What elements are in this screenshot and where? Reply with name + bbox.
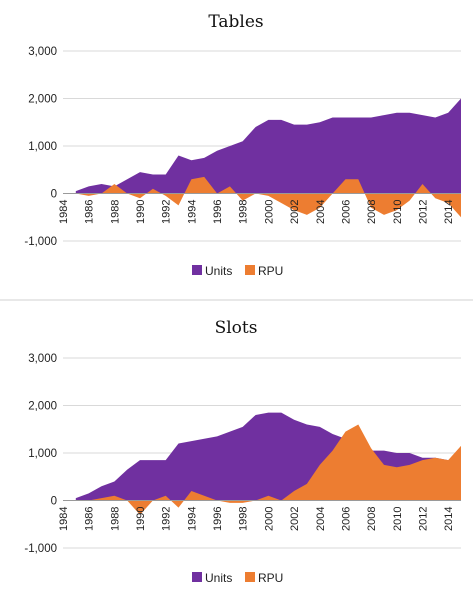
y-tick-label: 2,000 — [28, 94, 57, 106]
x-tick-label: 2014 — [443, 507, 455, 531]
x-tick-label: 1992 — [161, 506, 173, 530]
x-tick-label: 1988 — [109, 200, 121, 224]
x-tick-label: 1992 — [161, 199, 173, 223]
area-series — [75, 412, 462, 515]
x-tick-label: 2000 — [263, 506, 275, 530]
y-tick-label: 0 — [51, 496, 57, 508]
x-tick-label: 2008 — [366, 199, 378, 223]
x-tick-label: 1990 — [135, 506, 147, 530]
area-rpu — [75, 424, 462, 515]
x-tick-label: 2004 — [315, 200, 327, 224]
x-tick-label: 1986 — [84, 507, 96, 531]
x-tick-label: 1994 — [186, 200, 198, 224]
x-tick-label: 2012 — [418, 200, 430, 224]
x-tick-label: 2006 — [341, 507, 353, 531]
x-tick-label: 2014 — [443, 200, 455, 224]
x-tick-label: 2010 — [392, 199, 404, 223]
y-tick-label: 3,000 — [28, 46, 57, 58]
y-tick-label: 0 — [51, 189, 57, 201]
x-tick-label: 2010 — [392, 506, 404, 530]
x-tick-label: 1986 — [84, 200, 96, 224]
x-tick-label: 2006 — [341, 200, 353, 224]
x-tick-label: 1998 — [238, 199, 250, 223]
legend-label-units: Units — [205, 264, 232, 278]
legend-swatch-rpu — [245, 265, 255, 275]
y-tick-label: 2,000 — [28, 401, 57, 413]
x-tick-label: 2000 — [263, 199, 275, 223]
legend: Units RPU — [192, 571, 283, 585]
chart-tables: Tables -1,000 0 1,000 2,000 3,000 1984 1986 198… — [24, 12, 462, 278]
legend-label-rpu: RPU — [258, 571, 283, 585]
area-rpu — [75, 176, 462, 218]
y-tick-label: 3,000 — [28, 353, 57, 365]
x-tick-label: 2002 — [289, 507, 301, 531]
y-tick-label: 1,000 — [28, 141, 57, 153]
legend-swatch-units — [192, 265, 202, 275]
axes: -1,000 0 1,000 2,000 3,000 1984 1986 1988 1990 19… — [24, 46, 461, 248]
legend-label-units: Units — [205, 571, 232, 585]
x-tick-label: 2004 — [315, 507, 327, 531]
chart-slots: Slots -1,000 0 1,000 2,000 3,000 1984 1986 1988… — [24, 318, 462, 585]
x-tick-label: 1984 — [58, 200, 70, 224]
y-tick-label: 1,000 — [28, 448, 57, 460]
y-tick-label: -1,000 — [24, 236, 57, 248]
area-units — [75, 98, 462, 194]
x-tick-label: 1984 — [58, 507, 70, 531]
legend-swatch-units — [192, 572, 202, 582]
legend-label-rpu: RPU — [258, 264, 283, 278]
axes: -1,000 0 1,000 2,000 3,000 1984 1986 1988 1990 19… — [24, 353, 461, 555]
x-tick-label: 1998 — [238, 506, 250, 530]
x-tick-label: 2002 — [289, 200, 301, 224]
x-tick-label: 1988 — [109, 507, 121, 531]
chart-title: Tables — [208, 12, 263, 32]
x-tick-label: 1996 — [212, 200, 224, 224]
legend-swatch-rpu — [245, 572, 255, 582]
x-tick-label: 2012 — [418, 507, 430, 531]
x-tick-label: 1996 — [212, 507, 224, 531]
area-series — [75, 98, 462, 218]
x-tick-label: 1990 — [135, 199, 147, 223]
legend: Units RPU — [192, 264, 283, 278]
x-tick-label: 2008 — [366, 506, 378, 530]
chart-title: Slots — [215, 318, 258, 338]
y-tick-label: -1,000 — [24, 543, 57, 555]
x-tick-label: 1994 — [186, 507, 198, 531]
